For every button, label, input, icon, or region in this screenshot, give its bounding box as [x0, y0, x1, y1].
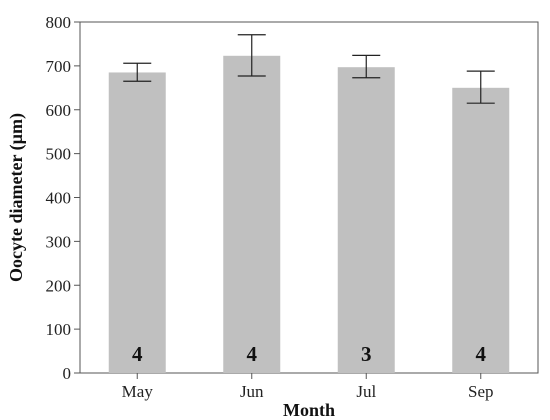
x-tick-label: May [122, 382, 154, 401]
x-axis-title: Month [283, 400, 335, 420]
bar-sample-size-label: 4 [132, 342, 143, 366]
bar [452, 87, 510, 373]
bar-sample-size-label: 4 [476, 342, 487, 366]
x-tick-label: Jul [356, 382, 376, 401]
plot-area: 0 100 200 300 400 500 600 700 800 4 May 4 Jun 3 Jul 4 Se… [46, 13, 539, 401]
bar-sample-size-label: 3 [361, 342, 372, 366]
y-tick-label: 300 [46, 232, 72, 251]
y-tick-label: 0 [63, 364, 72, 383]
bar [223, 55, 281, 373]
y-tick-label: 100 [46, 320, 72, 339]
y-tick-label: 800 [46, 13, 72, 32]
y-tick-label: 600 [46, 101, 72, 120]
y-tick-label: 700 [46, 57, 72, 76]
bar [337, 67, 395, 373]
y-axis-title: Oocyte diameter (µm) [6, 113, 27, 282]
bar-sample-size-label: 4 [247, 342, 258, 366]
y-tick-label: 200 [46, 276, 72, 295]
x-tick-label: Jun [240, 382, 264, 401]
y-tick-label: 400 [46, 189, 72, 208]
x-tick-label: Sep [468, 382, 494, 401]
y-tick-label: 500 [46, 145, 72, 164]
bar [108, 72, 166, 374]
